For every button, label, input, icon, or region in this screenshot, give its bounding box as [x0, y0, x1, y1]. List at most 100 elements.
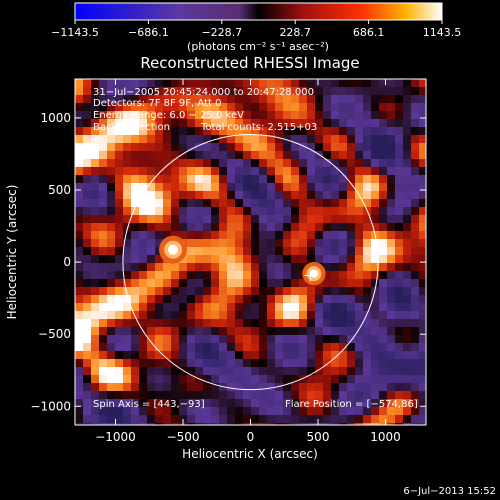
- heatmap-cell: [91, 143, 100, 152]
- heatmap-cell: [83, 215, 92, 224]
- heatmap-cell: [155, 311, 164, 320]
- heatmap-cell: [251, 271, 260, 280]
- heatmap-cell: [195, 231, 204, 240]
- heatmap-cell: [195, 279, 204, 288]
- heatmap-cell: [347, 159, 356, 168]
- heatmap-cell: [403, 199, 412, 208]
- heatmap-cell: [243, 311, 252, 320]
- heatmap-cell: [251, 159, 260, 168]
- heatmap-cell: [243, 335, 252, 344]
- heatmap-cell: [275, 319, 284, 328]
- heatmap-cell: [83, 359, 92, 368]
- heatmap-cell: [75, 167, 84, 176]
- heatmap-cell: [363, 367, 372, 376]
- heatmap-cell: [155, 359, 164, 368]
- heatmap-cell: [147, 319, 156, 328]
- heatmap-cell: [251, 151, 260, 160]
- heatmap-cell: [331, 199, 340, 208]
- heatmap-cell: [283, 359, 292, 368]
- heatmap-cell: [387, 95, 396, 104]
- heatmap-cell: [139, 111, 148, 120]
- heatmap-cell: [91, 327, 100, 336]
- heatmap-cell: [243, 167, 252, 176]
- heatmap-cell: [195, 215, 204, 224]
- heatmap-cell: [235, 183, 244, 192]
- heatmap-cell: [99, 151, 108, 160]
- heatmap-cell: [307, 399, 316, 408]
- heatmap-cell: [307, 127, 316, 136]
- heatmap-cell: [379, 215, 388, 224]
- heatmap-cell: [387, 407, 396, 416]
- heatmap-cell: [155, 271, 164, 280]
- heatmap-cell: [307, 167, 316, 176]
- heatmap-cell: [171, 143, 180, 152]
- heatmap-cell: [115, 103, 124, 112]
- heatmap-cell: [91, 159, 100, 168]
- heatmap-cell: [291, 151, 300, 160]
- heatmap-cell: [419, 423, 426, 425]
- heatmap-cell: [267, 167, 276, 176]
- heatmap-cell: [355, 223, 364, 232]
- heatmap-cell: [315, 207, 324, 216]
- heatmap-cell: [395, 255, 404, 264]
- heatmap-cell: [371, 183, 380, 192]
- heatmap-cell: [411, 207, 420, 216]
- heatmap-cell: [123, 175, 132, 184]
- source-peak: [309, 269, 319, 278]
- heatmap-cell: [107, 391, 116, 400]
- heatmap-cell: [171, 367, 180, 376]
- heatmap-cell: [315, 255, 324, 264]
- heatmap-cell: [123, 271, 132, 280]
- heatmap-cell: [147, 423, 156, 425]
- heatmap-cell: [91, 335, 100, 344]
- heatmap-cell: [403, 119, 412, 128]
- heatmap-cell: [171, 399, 180, 408]
- heatmap-cell: [291, 407, 300, 416]
- heatmap-cell: [291, 167, 300, 176]
- heatmap-cell: [219, 367, 228, 376]
- heatmap-cell: [259, 247, 268, 256]
- heatmap-cell: [171, 407, 180, 416]
- heatmap-cell: [163, 215, 172, 224]
- heatmap-cell: [251, 255, 260, 264]
- heatmap-cell: [331, 119, 340, 128]
- heatmap-cell: [115, 247, 124, 256]
- heatmap-cell: [387, 215, 396, 224]
- heatmap-cell: [379, 103, 388, 112]
- heatmap-cell: [283, 223, 292, 232]
- heatmap-cell: [203, 255, 212, 264]
- heatmap-cell: [403, 319, 412, 328]
- x-tick-label: −1000: [95, 430, 136, 444]
- chart-title: Reconstructed RHESSI Image: [140, 54, 359, 72]
- heatmap-cell: [83, 175, 92, 184]
- heatmap-cell: [235, 111, 244, 120]
- heatmap-cell: [379, 359, 388, 368]
- heatmap-cell: [395, 183, 404, 192]
- heatmap-cell: [411, 215, 420, 224]
- heatmap-cell: [299, 295, 308, 304]
- heatmap-cell: [291, 343, 300, 352]
- heatmap-cell: [251, 87, 260, 96]
- heatmap-cell: [283, 239, 292, 248]
- heatmap-cell: [99, 359, 108, 368]
- heatmap-cell: [411, 343, 420, 352]
- heatmap-cell: [267, 119, 276, 128]
- heatmap-cell: [387, 239, 396, 248]
- heatmap-cell: [411, 287, 420, 296]
- heatmap-cell: [115, 367, 124, 376]
- heatmap-cell: [83, 303, 92, 312]
- heatmap-cell: [219, 215, 228, 224]
- heatmap-cell: [323, 391, 332, 400]
- heatmap-cell: [243, 127, 252, 136]
- heatmap-cell: [235, 167, 244, 176]
- heatmap-cell: [115, 359, 124, 368]
- heatmap-cell: [83, 247, 92, 256]
- heatmap-cell: [235, 87, 244, 96]
- heatmap-cell: [123, 87, 132, 96]
- heatmap-cell: [243, 407, 252, 416]
- heatmap-cell: [275, 239, 284, 248]
- heatmap-cell: [155, 119, 164, 128]
- heatmap-cell: [243, 199, 252, 208]
- heatmap-cell: [355, 207, 364, 216]
- heatmap-cell: [155, 367, 164, 376]
